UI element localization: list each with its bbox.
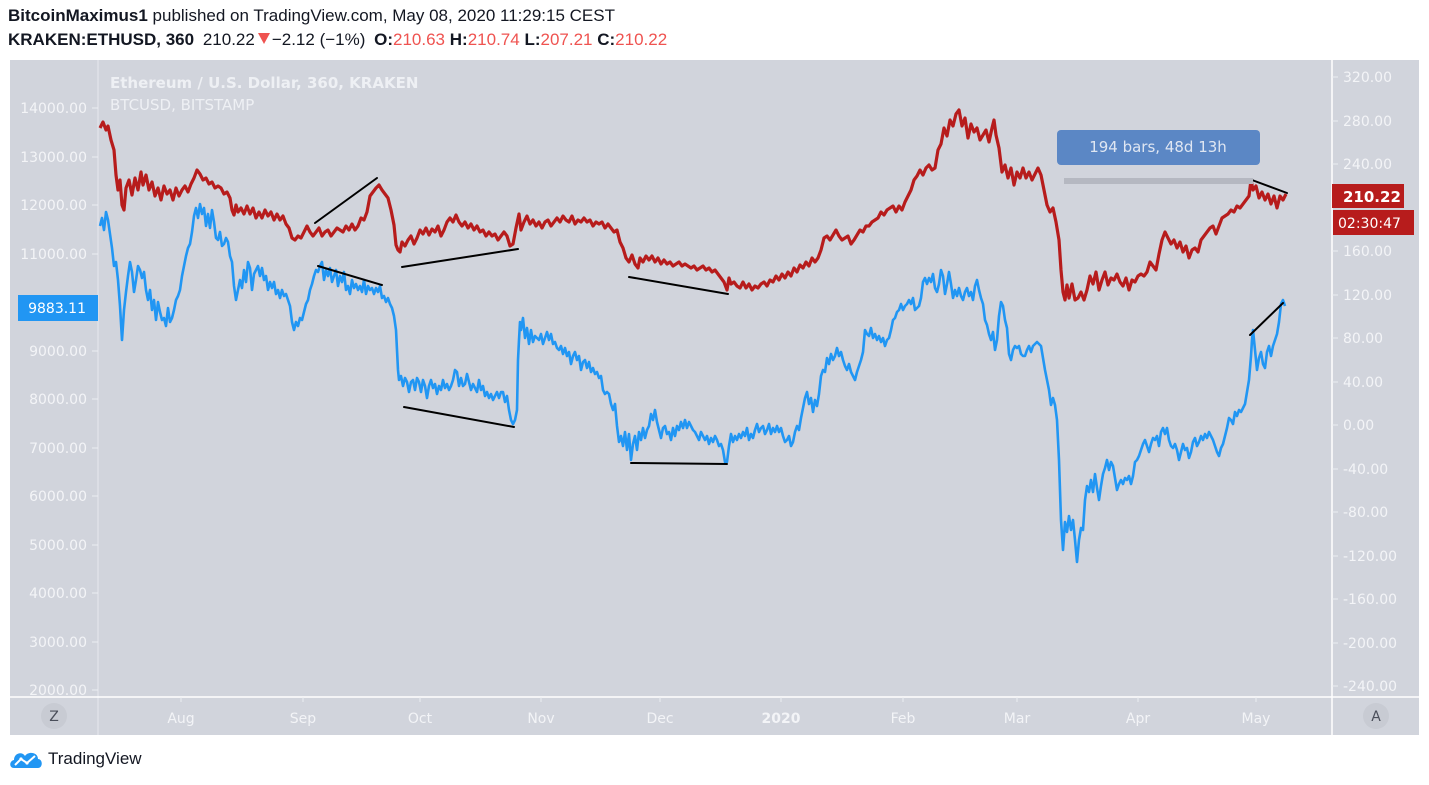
published-text: published on TradingView.com, May 08, 20… [147,6,615,25]
eth-price-line [98,108,1288,302]
right-tick: 40.00 [1343,375,1383,391]
bar-countdown: 02:30:47 [1338,216,1401,232]
left-tick: 8000.00 [29,392,87,408]
left-tick: 4000.00 [29,586,87,602]
time-tick: 2020 [762,711,801,727]
right-tick: -80.00 [1343,505,1388,521]
right-tick: 80.00 [1343,331,1383,347]
time-tick: Dec [646,711,673,727]
left-tick: 6000.00 [29,489,87,505]
trendline-eth-oct [401,248,519,268]
eth-last-price-tag [1332,184,1404,208]
time-tick: Nov [527,711,554,727]
trendline-eth-may [1251,179,1288,194]
right-tick: -160.00 [1343,592,1397,608]
author-name[interactable]: BitcoinMaximus1 [8,6,148,25]
left-tick: 5000.00 [29,538,87,554]
high-label: H: [449,30,468,49]
left-tick: 11000.00 [20,247,87,263]
right-price-axis[interactable]: 320.00 280.00 240.00 160.00 120.00 80.00… [1332,70,1414,695]
trendline-eth-sep [314,177,378,224]
left-tick: 3000.00 [29,635,87,651]
close-label: C: [597,30,616,49]
compare-series-legend[interactable]: BTCUSD, BITSTAMP [110,96,254,114]
left-tick: 9000.00 [29,344,87,360]
right-tick: -240.00 [1343,679,1397,695]
time-tick: Oct [408,711,433,727]
left-axis-button-label: Z [49,709,59,725]
publish-info: BitcoinMaximus1 published on TradingView… [8,6,615,26]
right-tick: 0.00 [1343,418,1374,434]
low-label: L: [524,30,541,49]
brand-name: TradingView [48,749,142,768]
right-tick: 120.00 [1343,288,1392,304]
symbol-label: KRAKEN:ETHUSD, 360 [8,30,195,49]
right-axis-button-label: A [1371,709,1381,725]
eth-last-price: 210.22 [1343,188,1401,206]
time-tick: Mar [1004,711,1031,727]
left-price-axis[interactable]: 14000.00 13000.00 12000.00 11000.00 9000… [18,101,98,699]
right-tick: 320.00 [1343,70,1392,86]
date-range-label: 194 bars, 48d 13h [1089,138,1227,156]
tradingview-brand[interactable]: TradingView [8,748,142,770]
chart-canvas[interactable]: 14000.00 13000.00 12000.00 11000.00 9000… [10,60,1419,735]
left-tick: 14000.00 [20,101,87,117]
date-range-measure[interactable]: 194 bars, 48d 13h [1057,130,1260,184]
time-tick: May [1242,711,1271,727]
trendline-btc-dec [630,462,728,465]
left-tick: 13000.00 [20,150,87,166]
right-tick: 280.00 [1343,114,1392,130]
price-change: −2.12 (−1%) [271,30,366,49]
tradingview-logo-icon [10,752,42,768]
open-label: O: [374,30,394,49]
time-tick: Sep [290,711,317,727]
right-tick: -40.00 [1343,462,1388,478]
auto-scale-button-right[interactable]: A [1363,703,1389,729]
btc-last-price-tag [18,295,98,321]
countdown-tag [1333,210,1414,235]
left-tick: 2000.00 [29,683,87,699]
left-tick: 7000.00 [29,441,87,457]
btc-price-line [98,202,1287,564]
high-value: 210.74 [467,30,520,49]
open-value: 210.63 [393,30,446,49]
date-range-label-box [1057,130,1260,165]
btc-last-price: 9883.11 [28,301,86,317]
time-tick: Apr [1126,711,1150,727]
log-scale-button-left[interactable]: Z [41,703,67,729]
trendline-btc-oct [403,406,515,428]
date-range-bar [1064,178,1253,184]
trendline-btc-may [1249,302,1284,336]
time-tick: Feb [891,711,916,727]
right-tick: 160.00 [1343,244,1392,260]
down-arrow-icon [257,33,270,44]
trendline-btc-sep [317,265,383,286]
left-tick: 12000.00 [20,198,87,214]
low-value: 207.21 [540,30,593,49]
trendlines[interactable] [314,177,1288,465]
close-value: 210.22 [615,30,668,49]
right-tick: -120.00 [1343,549,1397,565]
trendline-eth-dec [628,276,729,295]
last-price: 210.22 [202,30,255,49]
main-series-legend[interactable]: Ethereum / U.S. Dollar, 360, KRAKEN [110,74,418,92]
time-tick: Aug [167,711,194,727]
right-tick: 240.00 [1343,157,1392,173]
chart-frame[interactable]: 14000.00 13000.00 12000.00 11000.00 9000… [10,60,1419,735]
right-tick: -200.00 [1343,636,1397,652]
time-axis[interactable]: Aug Sep Oct Nov Dec 2020 Feb Mar Apr May [167,697,1270,727]
symbol-info: KRAKEN:ETHUSD, 360 210.22 −2.12 (−1%) O:2… [8,30,667,50]
